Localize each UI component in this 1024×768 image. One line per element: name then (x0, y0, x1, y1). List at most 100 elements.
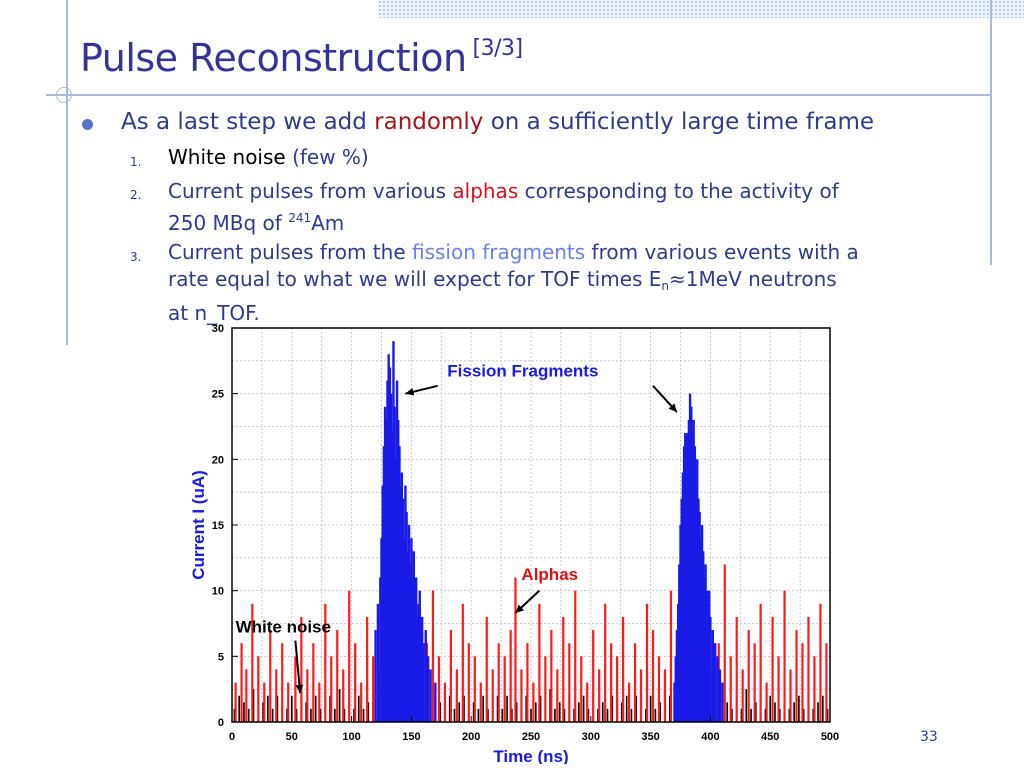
white-noise-bar (793, 702, 795, 722)
alphas-bar (366, 616, 369, 722)
fission-fragments-bar (376, 603, 380, 722)
alphas-bar (491, 669, 494, 722)
alphas-bar (544, 656, 547, 722)
white-noise-bar (534, 702, 537, 722)
white-noise-bar (635, 695, 638, 722)
alphas-bar (639, 669, 643, 722)
fission-fragments-label: Fission Fragments (447, 362, 598, 381)
white-noise-bar (305, 702, 307, 722)
alphas-bar (610, 643, 613, 722)
white-noise-bar (778, 708, 781, 722)
alphas-bar (771, 616, 774, 722)
bullet-highlight: randomly (374, 109, 484, 135)
white-noise-bar (630, 708, 633, 722)
white-noise-arrow-line (294, 640, 302, 694)
y-tick-label: 25 (212, 389, 224, 401)
white-noise-bar (539, 695, 542, 722)
corner-ring-ornament (56, 87, 72, 103)
alphas-bar (360, 682, 363, 722)
item-3-part1: Current pulses from the (168, 240, 412, 264)
white-noise-arrow-head (295, 684, 304, 694)
alphas-bar (669, 590, 673, 722)
white-noise-bar (668, 695, 671, 722)
white-noise-bar (659, 702, 661, 722)
fission-fragments-bar (422, 643, 425, 722)
alphas-bar (443, 682, 446, 722)
x-tick-label: 150 (402, 731, 420, 743)
white-noise-bar (501, 708, 504, 722)
alphas-bar (251, 603, 254, 722)
fission-fragments-bar (434, 682, 437, 722)
x-tick-label: 250 (522, 731, 540, 743)
white-noise-bar (463, 695, 465, 722)
alphas-bar (520, 669, 523, 722)
alphas-bar (651, 630, 655, 722)
alphas-bar (783, 590, 786, 722)
fission-fragments-bar (718, 669, 722, 722)
white-noise-label: White noise (236, 618, 331, 637)
x-tick-label: 50 (286, 731, 298, 743)
white-noise-bar (822, 695, 824, 722)
alphas-bar (598, 669, 601, 722)
white-noise-bar (286, 708, 288, 722)
white-noise-bar (764, 708, 767, 722)
white-noise-bar (817, 702, 819, 722)
alphas-bar (514, 577, 517, 722)
bullet-part1: As a last step we add (121, 109, 375, 135)
white-noise-bar (496, 695, 499, 722)
white-noise-bar (439, 702, 441, 722)
white-noise-bar (802, 708, 805, 722)
alphas-bar (354, 643, 357, 722)
white-noise-bar (233, 708, 236, 722)
alphas-bar (449, 630, 452, 722)
bullet-part2: on a sufficiently large time frame (483, 109, 875, 135)
alphas-bar (312, 643, 315, 722)
item-3: Current pulses from the fission fragment… (168, 239, 859, 327)
alphas-bar (245, 669, 248, 722)
white-noise-bar (453, 708, 456, 722)
x-tick-label: 350 (641, 731, 659, 743)
alphas-bar (455, 669, 458, 722)
white-noise-bar (812, 708, 815, 722)
alphas-bar (306, 669, 309, 722)
alphas-bar (813, 656, 816, 722)
alphas-bar (300, 616, 303, 722)
chart-annotations: Fission Fragments Alphas White noise (236, 362, 678, 694)
alphas-bar (729, 656, 732, 722)
item-1-number: 1. (130, 155, 142, 169)
fission-series (374, 341, 724, 722)
x-tick-label: 300 (582, 731, 600, 743)
white-noise-bar (367, 702, 370, 722)
white-noise-bar (362, 708, 365, 722)
alphas-bar (627, 682, 631, 722)
alphas-bar (467, 643, 470, 722)
x-tick-label: 100 (342, 731, 360, 743)
fission-fragments-bar (709, 616, 712, 722)
alphas-bar (621, 616, 625, 722)
white-noise-bar (654, 708, 657, 722)
slide-title-suffix: [3/3] (472, 36, 524, 61)
x-tick-label: 400 (701, 731, 719, 743)
fission-fragments-bar (374, 630, 377, 722)
alphas-bar (473, 656, 476, 722)
item-2-line2a: 250 MBq of (168, 211, 289, 235)
x-tick-label: 0 (229, 731, 235, 743)
item-1-note: (few %) (292, 145, 369, 169)
alphas-arrow-head (515, 604, 525, 613)
y-tick-label: 0 (218, 717, 224, 729)
item-3-line2-sub: n (661, 279, 670, 293)
white-noise-bar (482, 695, 484, 722)
white-noise-bar (295, 708, 298, 722)
alphas-bar (461, 603, 464, 722)
alphas-bar (825, 643, 828, 722)
fission-left-arrow-head (405, 387, 415, 396)
axis-ticks: 0 50 100 150 200 250 300 350 400 450 500 0 5 10 15 20 25… (212, 323, 839, 743)
alphas-bar (723, 564, 726, 722)
fission-fragments-bar (716, 656, 719, 722)
bullet-dot (82, 119, 93, 130)
alphas-bar (753, 643, 756, 722)
alphas-bar (574, 590, 577, 722)
white-noise-bar (252, 689, 255, 722)
slide-title: Pulse Reconstruction [3/3] (80, 36, 523, 80)
white-noise-bar (247, 708, 250, 722)
